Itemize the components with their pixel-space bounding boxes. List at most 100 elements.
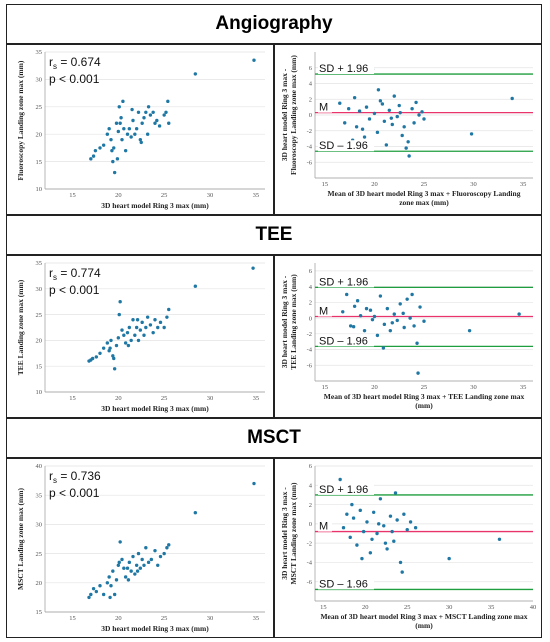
data-point <box>398 302 402 306</box>
data-point <box>408 520 413 524</box>
data-point <box>358 508 362 513</box>
data-point <box>360 127 365 131</box>
label-backdrop <box>318 276 374 288</box>
data-point <box>375 531 379 536</box>
angiography-bland-altman-plot: -6 -4 -2 0 2 4 6 15 20 25 30 35 Mean of 3D heart mod… <box>274 44 542 215</box>
label-backdrop <box>318 483 374 495</box>
data-point <box>362 328 367 333</box>
data-point <box>341 526 346 530</box>
y-tick-label: 0 <box>309 521 312 528</box>
data-point <box>406 140 410 144</box>
x-tick-label: 15 <box>69 192 76 199</box>
y-tick-label: 20 <box>36 338 43 345</box>
p-value: p < 0.001 <box>49 72 100 86</box>
x-tick-label: 35 <box>253 192 259 199</box>
label-backdrop <box>318 335 374 347</box>
data-point <box>370 537 374 541</box>
x-tick-label: 30 <box>207 615 214 622</box>
data-point <box>87 595 91 600</box>
data-point <box>155 118 159 123</box>
y-tick-label: 20 <box>36 131 43 138</box>
y-tick-label: 6 <box>309 268 313 275</box>
msct-bland-altman-plot: -6 -4 -2 0 2 4 6 15 20 25 30 35 40 Mean of 3D heart m… <box>274 458 542 638</box>
y-tick-label: 10 <box>36 389 43 396</box>
x-axis-title-line2: zone max (mm) <box>399 198 449 207</box>
data-point <box>109 584 113 588</box>
data-point <box>341 310 345 314</box>
data-point <box>167 307 171 312</box>
data-point <box>116 563 121 567</box>
y-tick-label: 4 <box>309 482 313 489</box>
data-point <box>129 135 133 139</box>
data-point <box>357 109 362 113</box>
data-point <box>517 312 521 316</box>
data-point <box>118 540 122 544</box>
data-point <box>105 132 110 136</box>
correlation-coefficient: rs = 0.736 <box>49 469 101 485</box>
y-tick-label: -6 <box>307 159 313 166</box>
x-tick-label: 35 <box>253 395 259 402</box>
data-point <box>392 312 396 316</box>
data-point <box>166 99 170 104</box>
p-value: p < 0.001 <box>49 486 100 500</box>
data-point <box>358 314 363 318</box>
y-tick-label: -4 <box>307 560 313 567</box>
data-point <box>131 318 135 322</box>
y-tick-label: -2 <box>307 540 312 547</box>
data-point <box>138 566 143 570</box>
data-point <box>252 58 256 62</box>
data-point <box>164 110 168 114</box>
lower-limit-label: SD – 1.96 <box>319 140 368 152</box>
data-point <box>405 527 409 532</box>
data-point <box>117 105 121 109</box>
x-tick-label: 30 <box>470 384 477 391</box>
y-tick-label: 30 <box>36 522 43 529</box>
data-point <box>142 563 146 567</box>
y-tick-label: 15 <box>36 363 43 370</box>
mean-label: M <box>319 521 328 533</box>
data-point <box>407 154 411 158</box>
data-point <box>151 330 155 335</box>
data-point <box>157 124 162 128</box>
data-point <box>352 95 357 100</box>
data-point <box>193 284 198 288</box>
data-point <box>116 336 121 340</box>
y-axis-title: TEE Landing zone max (mm) <box>16 279 25 375</box>
y-axis-title-line2: Fluoroscopy Landing zone max (mm) <box>289 55 298 175</box>
chart-svg: 10 15 20 25 30 35 15 20 25 30 35 3D heart model Rin… <box>16 49 265 210</box>
data-point <box>368 308 373 312</box>
data-point <box>107 349 111 353</box>
data-point <box>114 578 119 582</box>
data-point <box>510 96 514 101</box>
x-tick-label: 20 <box>115 192 122 199</box>
y-tick-label: 30 <box>36 286 43 293</box>
data-point <box>117 312 121 317</box>
data-point <box>138 137 143 142</box>
data-point <box>131 118 135 123</box>
data-point <box>345 292 349 297</box>
chart-svg: 15 20 25 30 35 40 15 20 25 30 35 3D heart model Rin… <box>16 463 265 633</box>
data-point <box>350 502 354 507</box>
data-point <box>388 514 393 518</box>
data-point <box>193 72 198 76</box>
data-point <box>109 338 113 343</box>
data-point <box>392 94 396 98</box>
data-point <box>93 148 98 153</box>
data-point <box>251 266 255 270</box>
data-point <box>420 110 424 114</box>
data-point <box>134 325 139 330</box>
data-point <box>144 325 148 330</box>
data-point <box>412 121 416 125</box>
data-point <box>127 325 132 330</box>
data-point <box>139 140 143 145</box>
x-tick-label: 30 <box>207 395 214 402</box>
data-point <box>129 338 133 343</box>
x-tick-label: 15 <box>320 604 327 611</box>
x-tick-label: 25 <box>161 395 168 402</box>
data-point <box>110 148 114 153</box>
data-point <box>133 572 137 576</box>
data-point <box>91 154 96 158</box>
data-point <box>378 497 383 501</box>
